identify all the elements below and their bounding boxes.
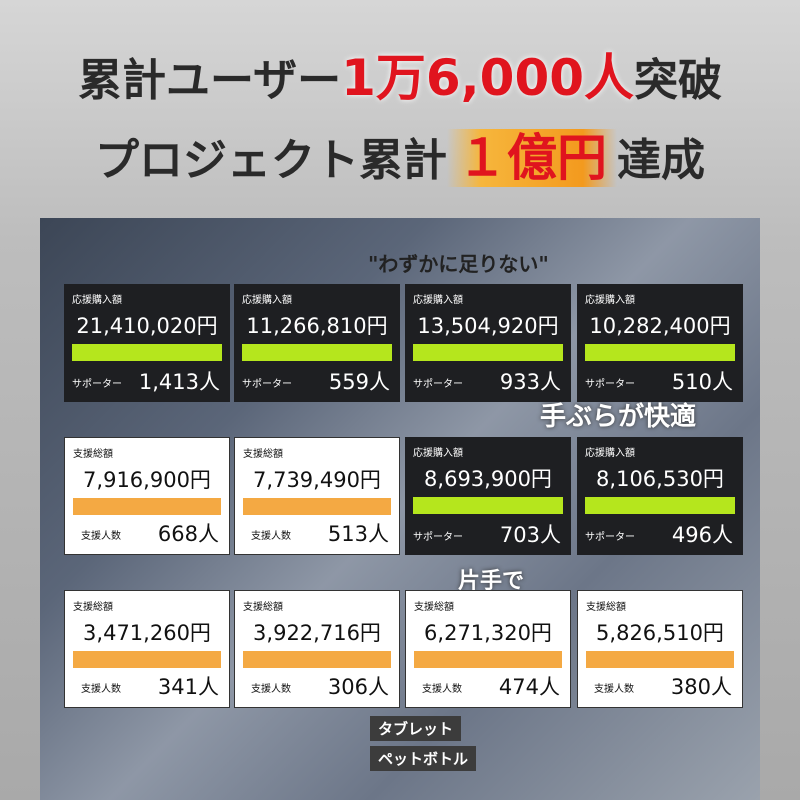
amount-value: 7,739,490円 xyxy=(253,468,381,492)
amount-label: 支援総額 xyxy=(243,602,283,613)
amount-label: 応援購入額 xyxy=(242,295,292,306)
count-value: 1,413人 xyxy=(138,370,220,394)
count-label: 支援人数 xyxy=(251,684,291,695)
progress-bar xyxy=(73,498,221,515)
progress-bar xyxy=(72,344,222,361)
progress-bar xyxy=(413,497,563,514)
count-value: 668人 xyxy=(157,522,219,546)
funding-stat-card: 応援購入額 10,282,400円 サポーター 510人 xyxy=(577,284,743,402)
count-label: 支援人数 xyxy=(251,531,291,542)
funding-stat-card: 応援購入額 11,266,810円 サポーター 559人 xyxy=(234,284,400,402)
amount-value: 8,693,900円 xyxy=(424,467,552,491)
count-label: 支援人数 xyxy=(594,684,634,695)
headline-text: 突破 xyxy=(634,55,723,106)
amount-value: 21,410,020円 xyxy=(76,314,218,338)
amount-value: 6,271,320円 xyxy=(424,621,552,645)
funding-stat-card: 支援総額 7,739,490円 支援人数 513人 xyxy=(234,437,400,555)
amount-value: 7,916,900円 xyxy=(83,468,211,492)
funding-stat-card: 支援総額 7,916,900円 支援人数 668人 xyxy=(64,437,230,555)
progress-bar xyxy=(585,497,735,514)
headline-highlight: 1万6,000人 xyxy=(341,49,635,107)
headline-projects: プロジェクト累計 １億円 達成 xyxy=(0,118,800,190)
count-label: サポーター xyxy=(585,379,635,390)
overlay-bottle: ペットボトル xyxy=(370,746,477,771)
amount-label: 支援総額 xyxy=(243,449,283,460)
progress-bar xyxy=(243,651,391,668)
amount-label: 支援総額 xyxy=(414,602,454,613)
amount-label: 応援購入額 xyxy=(72,295,122,306)
overlay-tablet: タブレット xyxy=(370,716,462,741)
headline-text: プロジェクト累計 xyxy=(95,135,447,186)
amount-value: 11,266,810円 xyxy=(246,314,388,338)
amount-label: 応援購入額 xyxy=(585,448,635,459)
funding-stat-card: 応援購入額 21,410,020円 サポーター 1,413人 xyxy=(64,284,230,402)
amount-label: 応援購入額 xyxy=(413,448,463,459)
amount-label: 支援総額 xyxy=(73,602,113,613)
amount-label: 支援総額 xyxy=(73,449,113,460)
amount-label: 応援購入額 xyxy=(413,295,463,306)
headline-text: 達成 xyxy=(617,135,705,186)
headline-highlight: １億円 xyxy=(447,129,617,187)
count-label: 支援人数 xyxy=(81,684,121,695)
count-value: 703人 xyxy=(499,523,561,547)
overlay-one-hand: 片手で xyxy=(458,569,525,594)
count-value: 474人 xyxy=(498,675,560,699)
count-value: 341人 xyxy=(157,675,219,699)
count-label: サポーター xyxy=(72,379,122,390)
progress-bar xyxy=(243,498,391,515)
progress-bar xyxy=(414,651,562,668)
count-label: サポーター xyxy=(585,532,635,543)
funding-stat-card: 応援購入額 8,693,900円 サポーター 703人 xyxy=(405,437,571,555)
count-label: 支援人数 xyxy=(422,684,462,695)
amount-value: 5,826,510円 xyxy=(596,621,724,645)
progress-bar xyxy=(73,651,221,668)
amount-value: 8,106,530円 xyxy=(596,467,724,491)
overlay-hands-free: 手ぶらが快適 xyxy=(540,402,697,432)
count-value: 513人 xyxy=(327,522,389,546)
amount-value: 13,504,920円 xyxy=(417,314,559,338)
count-value: 933人 xyxy=(499,370,561,394)
count-label: サポーター xyxy=(413,532,463,543)
progress-bar xyxy=(242,344,392,361)
overlay-quote: "わずかに足りない" xyxy=(368,252,549,276)
amount-label: 支援総額 xyxy=(586,602,626,613)
count-label: サポーター xyxy=(242,379,292,390)
progress-bar xyxy=(413,344,563,361)
funding-stat-card: 応援購入額 8,106,530円 サポーター 496人 xyxy=(577,437,743,555)
amount-label: 応援購入額 xyxy=(585,295,635,306)
funding-stat-card: 支援総額 3,471,260円 支援人数 341人 xyxy=(64,590,230,708)
count-value: 559人 xyxy=(328,370,390,394)
count-label: 支援人数 xyxy=(81,531,121,542)
amount-value: 3,922,716円 xyxy=(253,621,381,645)
funding-stat-card: 支援総額 6,271,320円 支援人数 474人 xyxy=(405,590,571,708)
headline-text: 累計ユーザー xyxy=(77,55,342,106)
amount-value: 10,282,400円 xyxy=(589,314,731,338)
count-value: 510人 xyxy=(671,370,733,394)
count-value: 380人 xyxy=(670,675,732,699)
funding-stat-card: 支援総額 3,922,716円 支援人数 306人 xyxy=(234,590,400,708)
funding-stat-card: 支援総額 5,826,510円 支援人数 380人 xyxy=(577,590,743,708)
funding-stat-card: 応援購入額 13,504,920円 サポーター 933人 xyxy=(405,284,571,402)
count-value: 306人 xyxy=(327,675,389,699)
progress-bar xyxy=(586,651,734,668)
amount-value: 3,471,260円 xyxy=(83,621,211,645)
progress-bar xyxy=(585,344,735,361)
count-value: 496人 xyxy=(671,523,733,547)
count-label: サポーター xyxy=(413,379,463,390)
headline-users: 累計ユーザー1万6,000人突破 xyxy=(0,38,800,110)
